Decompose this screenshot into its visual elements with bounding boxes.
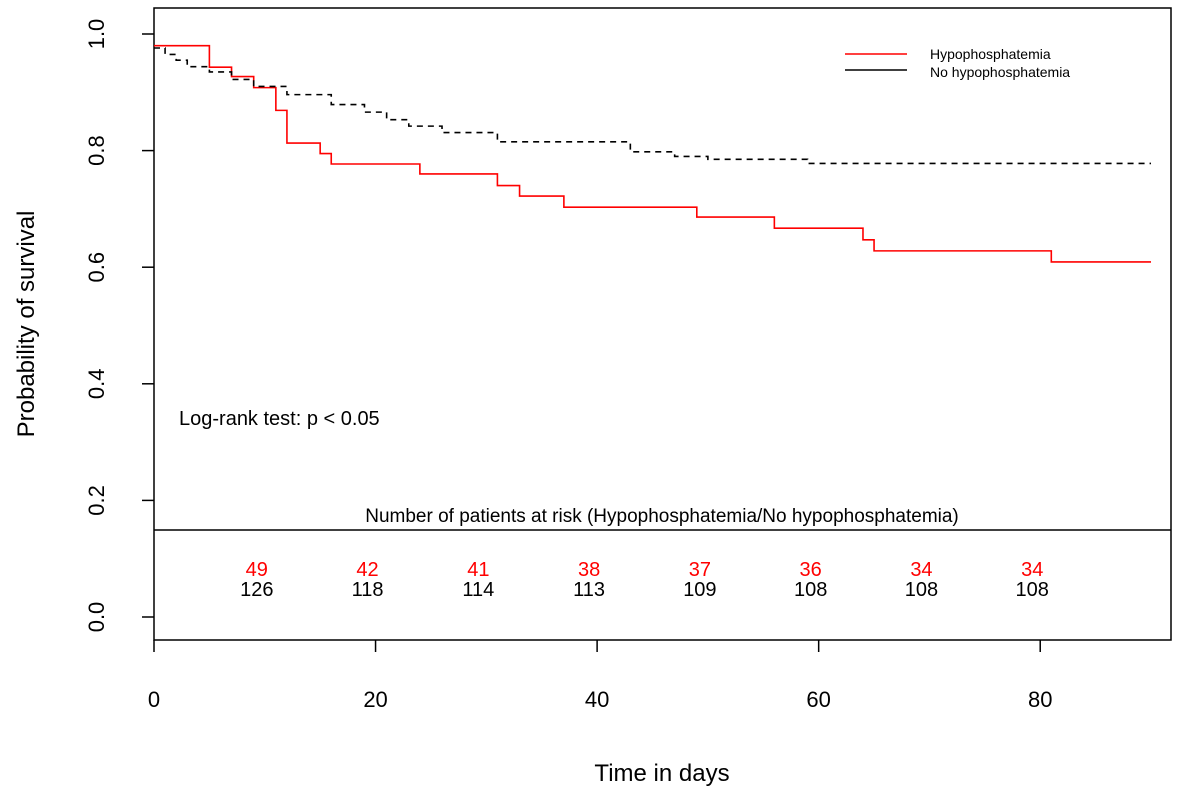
y-axis: 0.0 0.2 0.4 0.6 0.8 1.0 (84, 19, 154, 633)
risk-count-no-hypophosphatemia: 118 (352, 579, 384, 601)
legend-label-no-hypophosphatemia: No hypophosphatemia (930, 64, 1070, 80)
y-tick-label: 1.0 (84, 19, 109, 50)
x-axis: 0 20 40 60 80 (148, 640, 1052, 712)
x-axis-title: Time in days (594, 760, 729, 787)
legend-label-hypophosphatemia: Hypophosphatemia (930, 46, 1051, 62)
y-tick-label: 0.8 (84, 135, 109, 166)
y-tick-label: 0.4 (84, 369, 109, 400)
risk-count-no-hypophosphatemia: 113 (573, 579, 605, 601)
risk-count-no-hypophosphatemia: 109 (683, 579, 716, 601)
risk-count-no-hypophosphatemia: 108 (905, 579, 938, 601)
risk-count-hypophosphatemia: 42 (356, 559, 378, 581)
y-tick-label: 0.0 (84, 602, 109, 633)
risk-count-hypophosphatemia: 49 (246, 559, 268, 581)
y-tick-label: 0.6 (84, 252, 109, 283)
y-tick-label: 0.2 (84, 485, 109, 516)
x-tick-label: 0 (148, 687, 160, 712)
risk-count-hypophosphatemia: 34 (1021, 559, 1043, 581)
x-tick-label: 20 (363, 687, 387, 712)
x-tick-label: 60 (806, 687, 830, 712)
risk-count-hypophosphatemia: 36 (800, 559, 822, 581)
risk-table-title: Number of patients at risk (Hypophosphat… (365, 506, 959, 527)
risk-count-no-hypophosphatemia: 126 (240, 579, 273, 601)
risk-count-hypophosphatemia: 41 (467, 559, 489, 581)
risk-count-no-hypophosphatemia: 108 (1016, 579, 1049, 601)
plot-frame (153, 7, 1172, 641)
log-rank-annotation: Log-rank test: p < 0.05 (179, 408, 380, 430)
y-axis-title: Probability of survival (13, 211, 40, 438)
risk-count-no-hypophosphatemia: 114 (462, 579, 494, 601)
risk-count-hypophosphatemia: 38 (578, 559, 600, 581)
x-tick-label: 40 (585, 687, 609, 712)
x-tick-label: 80 (1028, 687, 1052, 712)
risk-count-no-hypophosphatemia: 108 (794, 579, 827, 601)
risk-count-hypophosphatemia: 37 (689, 559, 711, 581)
legend: Hypophosphatemia No hypophosphatemia (845, 46, 1070, 80)
series-layer (154, 44, 1151, 263)
risk-count-hypophosphatemia: 34 (910, 559, 932, 581)
